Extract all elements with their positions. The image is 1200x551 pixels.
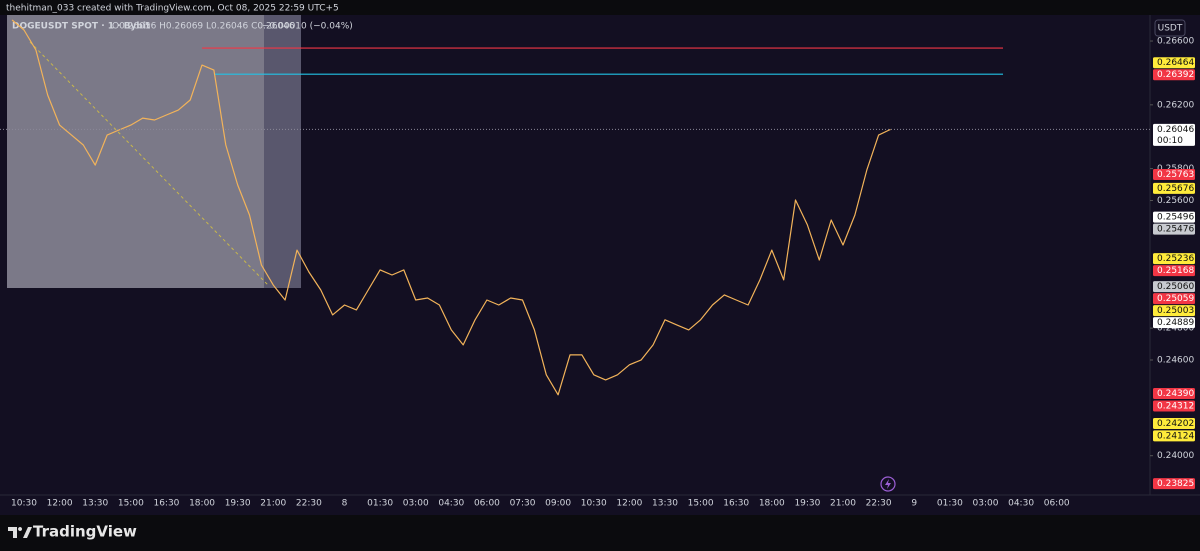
price-badge-label: 0.25476 [1157, 225, 1194, 235]
y-tick-label: 0.24600 [1157, 356, 1194, 366]
price-badge [1153, 417, 1195, 429]
price-badge [1153, 388, 1195, 400]
price-badge-label: 0.25236 [1157, 254, 1194, 264]
lightning-icon[interactable] [880, 476, 896, 492]
x-tick-label: 9 [911, 499, 917, 509]
x-tick-label: 03:00 [973, 499, 999, 509]
x-tick-label: 13:30 [82, 499, 108, 509]
price-badge [1153, 123, 1195, 146]
x-tick-label: 22:30 [296, 499, 322, 509]
price-badge [1153, 57, 1195, 69]
price-badge-label: 0.26392 [1157, 70, 1194, 80]
price-badge [1153, 211, 1195, 223]
price-badge-label: 0.23825 [1157, 479, 1194, 489]
price-badge [1153, 430, 1195, 442]
trend-line [29, 41, 269, 286]
x-tick-label: 06:00 [1044, 499, 1070, 509]
price-badge-label: 0.25168 [1157, 266, 1194, 276]
price-badge [1153, 69, 1195, 81]
y-tick-label: 0.26200 [1157, 100, 1194, 110]
x-tick-label: 16:30 [723, 499, 749, 509]
price-badge [1153, 293, 1195, 305]
x-tick-label: 12:00 [616, 499, 642, 509]
price-badge-label: 0.26046 [1157, 125, 1194, 135]
price-badge-label: 0.25496 [1157, 213, 1194, 223]
x-tick-label: 10:30 [581, 499, 607, 509]
legend-symbol: DOGEUSDT SPOT · 1 · Bybit [12, 22, 151, 32]
price-badge-label: 0.25676 [1157, 184, 1194, 194]
price-badge [1153, 182, 1195, 194]
price-badge [1153, 317, 1195, 329]
price-badge-label: 0.25060 [1157, 282, 1194, 292]
x-tick-label: 10:30 [11, 499, 37, 509]
x-tick-label: 06:00 [474, 499, 500, 509]
x-tick-label: 16:30 [153, 499, 179, 509]
x-tick-label: 18:00 [759, 499, 785, 509]
lightning-glyph [885, 479, 891, 489]
price-badge [1153, 281, 1195, 293]
x-tick-label: 04:30 [1008, 499, 1034, 509]
currency-button[interactable] [1154, 19, 1186, 37]
x-tick-label: 8 [342, 499, 348, 509]
price-badge [1153, 478, 1195, 490]
x-tick-label: 21:00 [830, 499, 856, 509]
x-tick-label: 19:30 [794, 499, 820, 509]
y-tick-label: 0.24000 [1157, 451, 1194, 461]
x-tick-label: 09:00 [545, 499, 571, 509]
legend-change: −0.00010 (−0.04%) [262, 22, 353, 32]
x-tick-label: 12:00 [47, 499, 73, 509]
brand: TradingView [33, 523, 137, 541]
y-tick-label: 0.24800 [1157, 324, 1194, 334]
x-tick-label: 15:00 [688, 499, 714, 509]
x-tick-label: 15:00 [118, 499, 144, 509]
y-tick-label: 0.26600 [1157, 37, 1194, 47]
shaded-region [7, 15, 301, 288]
x-tick-label: 19:30 [225, 499, 251, 509]
countdown: 00:10 [1157, 136, 1183, 146]
price-badge [1153, 223, 1195, 235]
y-tick-label: 0.25600 [1157, 196, 1194, 206]
price-badge-label: 0.24889 [1157, 318, 1194, 328]
tv-logo [8, 527, 32, 538]
price-badge [1153, 400, 1195, 412]
x-tick-label: 21:00 [260, 499, 286, 509]
currency-label[interactable]: USDT [1158, 24, 1183, 34]
price-badge [1153, 253, 1195, 265]
legend-ohlc: O0.26056 H0.26069 L0.26046 C0.26046 [112, 22, 295, 32]
footer [0, 515, 1200, 551]
price-line [11, 19, 891, 396]
x-tick-label: 07:30 [510, 499, 536, 509]
price-badge-label: 0.24124 [1157, 431, 1194, 441]
price-badge [1153, 305, 1195, 317]
x-tick-label: 22:30 [866, 499, 892, 509]
x-tick-label: 13:30 [652, 499, 678, 509]
price-badge-label: 0.24390 [1157, 389, 1194, 399]
x-tick-label: 04:30 [438, 499, 464, 509]
header-text: thehitman_033 created with TradingView.c… [6, 4, 339, 14]
price-badge [1153, 169, 1195, 181]
shaded-region-dark [264, 15, 301, 288]
x-tick-label: 03:00 [403, 499, 429, 509]
price-badge-label: 0.25003 [1157, 306, 1194, 316]
x-tick-label: 01:30 [937, 499, 963, 509]
price-badge [1153, 265, 1195, 277]
price-badge-label: 0.25763 [1157, 170, 1194, 180]
price-badge-label: 0.25059 [1157, 294, 1194, 304]
price-badge-label: 0.24202 [1157, 419, 1194, 429]
x-tick-label: 01:30 [367, 499, 393, 509]
x-tick-label: 18:00 [189, 499, 215, 509]
price-badge-label: 0.24312 [1157, 401, 1194, 411]
price-badge-label: 0.26464 [1157, 58, 1194, 68]
